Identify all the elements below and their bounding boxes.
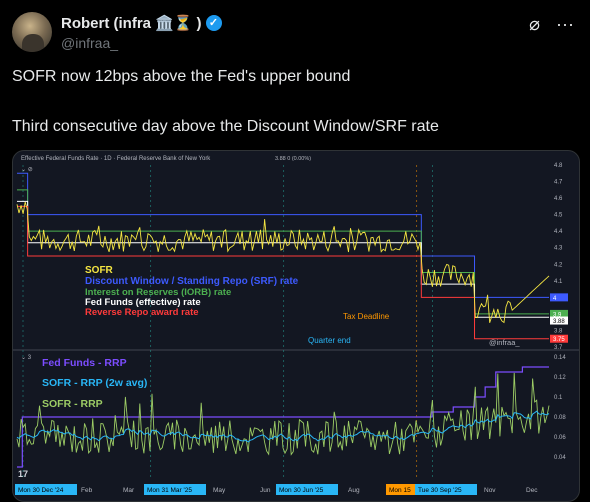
grok-icon[interactable]: ⌀ [529, 14, 541, 34]
legend-panel2-2: SOFR - RRP (2w avg) [42, 377, 147, 389]
tweet-text-line-1: SOFR now 12bps above the Fed's upper bou… [12, 68, 351, 85]
x-tick-label: Feb [81, 487, 93, 494]
author-handle[interactable]: @infraa_ [61, 35, 119, 51]
annotation-quarter-end: Quarter end [308, 336, 351, 345]
author-name-emoji: 🏛️⏳ ) [155, 15, 202, 32]
legend-panel2-3: SOFR - RRP [42, 398, 103, 410]
x-tick-highlight [15, 484, 77, 495]
x-tick-highlight [144, 484, 206, 495]
legend-1: SOFR [85, 265, 114, 276]
x-tick-label: Mon 15 [389, 487, 411, 494]
y-tick-label: 0.14 [554, 355, 566, 361]
chart-svg: Effective Federal Funds Rate · 1D · Fede… [13, 156, 579, 495]
y-tick-label: 4.7 [554, 180, 563, 186]
price-tag-bg [550, 309, 568, 318]
y-tick-label: 0.1 [554, 395, 563, 401]
y-tick-label: 4.3 [554, 246, 563, 252]
y-tick-label: 0.12 [554, 375, 566, 381]
chart-header-value: 3.88 0 (0.00%) [275, 156, 311, 162]
y-tick-label: 3.8 [554, 328, 563, 334]
y-tick-label: 4.8 [554, 163, 563, 169]
y-tick-label: 4.5 [554, 213, 563, 219]
tweet-text-line-2: Third consecutive day above the Discount… [12, 118, 439, 135]
panel2-number: ⌄ 3 [21, 355, 32, 361]
y-tick-label: 4.2 [554, 262, 563, 268]
x-tick-highlight [415, 484, 477, 495]
x-tick-label: Mon 30 Jun '25 [279, 487, 324, 494]
x-tick-label: May [213, 487, 226, 494]
x-tick-label: Mon 31 Mar '25 [147, 487, 192, 494]
x-tick-label: Aug [348, 487, 360, 494]
more-icon[interactable]: ··· [556, 14, 574, 34]
y-tick-label: 0.06 [554, 435, 566, 441]
y-tick-label: 3.7 [554, 345, 563, 351]
x-tick-highlight [276, 484, 338, 495]
annotation-tax-deadline: Tax Deadline [343, 312, 390, 321]
tradingview-logo-icon: 17 [18, 469, 28, 479]
x-tick-label: Jun [260, 487, 271, 494]
series-line-4 [17, 205, 549, 340]
author-name[interactable]: Robert (infra 🏛️⏳ ) ✓ [61, 14, 222, 32]
y-tick-label: 0.08 [554, 415, 566, 421]
price-tag-bg [550, 334, 568, 343]
x-tick-highlight [386, 484, 416, 495]
chart-watermark: @infraa_ [489, 338, 520, 347]
legend-4: Fed Funds (effective) rate [85, 297, 201, 308]
sofr-rrp-line [16, 372, 550, 456]
avatar[interactable] [12, 12, 52, 52]
price-tag-label: 3.75 [553, 337, 565, 343]
sofr-rrp-2w-avg-line [16, 410, 550, 443]
price-tag-label: 3.9 [553, 312, 562, 318]
x-tick-label: Dec [526, 487, 538, 494]
x-tick-label: Nov [484, 487, 496, 494]
y-tick-label: 4.1 [554, 279, 563, 285]
price-tag-bg [550, 293, 568, 302]
author-name-text: Robert (infra [61, 14, 151, 32]
sofr-line [16, 201, 550, 324]
chart-image[interactable]: Effective Federal Funds Rate · 1D · Fede… [12, 150, 580, 502]
x-tick-label: Tue 30 Sep '25 [418, 487, 462, 494]
price-tag-label: 3.88 [553, 319, 565, 325]
legend-2: Discount Window / Standing Repo (SRF) ra… [85, 276, 299, 287]
fedfunds-rrp-line [17, 366, 549, 468]
legend-5: Reverse Repo award rate [85, 307, 199, 318]
chart-header-title: Effective Federal Funds Rate · 1D · Fede… [21, 156, 211, 162]
y-tick-label: 0.04 [554, 455, 566, 461]
legend-panel2-1: Fed Funds - RRP [42, 357, 127, 369]
y-tick-label: 4.4 [554, 229, 563, 235]
price-tag-label: 4 [553, 296, 557, 302]
legend-3: Interest on Reserves (IORB) rate [85, 287, 231, 298]
price-tag-bg [550, 316, 568, 325]
x-tick-label: Mon 30 Dec '24 [18, 487, 64, 494]
panel1-collapse-icon: ⌄ ⊘ [21, 167, 33, 173]
y-tick-label: 4.6 [554, 196, 563, 202]
x-tick-label: Mar [123, 487, 135, 494]
verified-badge-icon: ✓ [205, 15, 222, 31]
